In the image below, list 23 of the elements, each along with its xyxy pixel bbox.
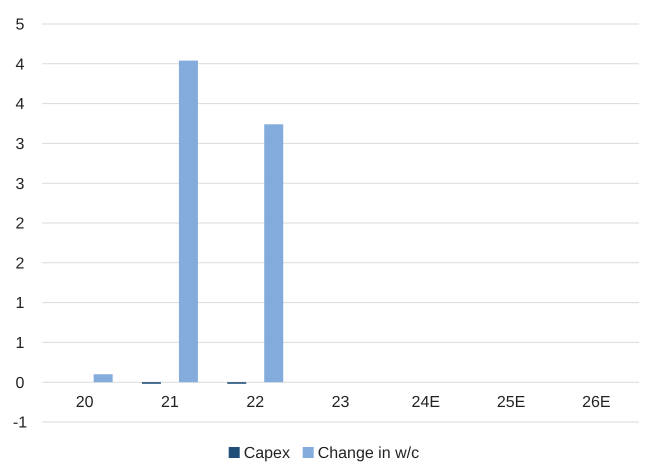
y-tick-label: 3 (16, 136, 25, 153)
bar (264, 124, 284, 382)
y-tick-label: 4 (16, 56, 25, 74)
y-tick-label: 2 (16, 216, 25, 233)
y-tick-label: 3 (16, 176, 25, 193)
y-tick-label: 1 (16, 295, 25, 312)
bar (178, 60, 198, 382)
x-tick-label: 22 (246, 394, 264, 411)
y-tick-label: 5 (16, 16, 25, 34)
x-tick-label: 23 (332, 394, 350, 411)
x-tick-label: 25E (496, 394, 526, 411)
bar (94, 374, 113, 382)
y-tick-label: 1 (16, 335, 25, 352)
y-tick-label: 4 (16, 96, 25, 114)
legend-label: Capex (244, 445, 290, 462)
x-tick-label: 24E (412, 394, 440, 411)
x-tick-label: 21 (161, 394, 179, 411)
y-tick-label: 0 (16, 374, 25, 392)
y-tick-label: -1 (12, 414, 28, 432)
y-tick-label: 2 (16, 255, 25, 272)
x-tick-label: 20 (76, 394, 94, 411)
x-tick-label: 26E (582, 394, 611, 411)
legend-label: Change in w/c (318, 445, 420, 462)
